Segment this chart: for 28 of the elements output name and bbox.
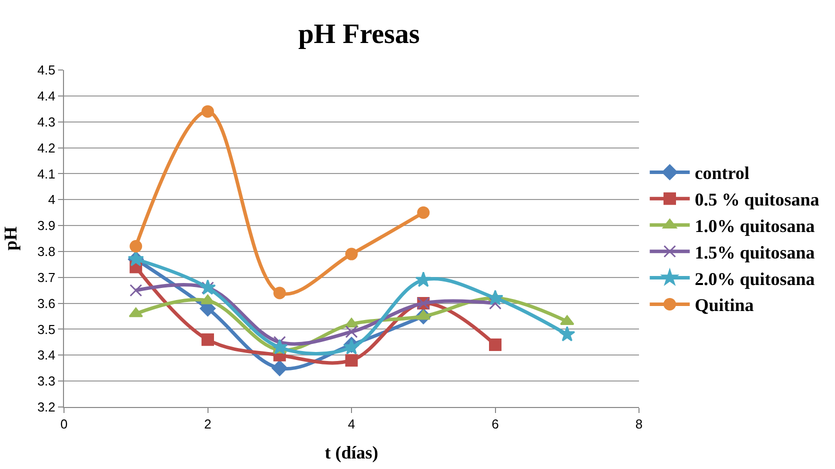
y-tick-label: 3.9 xyxy=(37,218,56,234)
y-tick-label: 3.2 xyxy=(37,400,56,415)
legend-label: 1.0% quitosana xyxy=(694,216,815,236)
x-axis-title: t (días) xyxy=(324,442,378,463)
legend-label: 0.5 % quitosana xyxy=(694,190,820,210)
y-tick-label: 4 xyxy=(48,192,56,208)
y-tick-label: 3.5 xyxy=(37,322,56,337)
y-tick-label: 3.4 xyxy=(37,348,56,363)
legend-label: Quitina xyxy=(694,295,754,316)
x-tick-label: 4 xyxy=(348,416,356,432)
y-tick-label: 3.6 xyxy=(37,296,56,311)
x-tick-label: 0 xyxy=(60,416,68,432)
y-tick-label: 4.5 xyxy=(37,62,56,78)
legend-label: 2.0% quitosana xyxy=(694,268,815,289)
x-tick-label: 8 xyxy=(635,416,643,432)
y-tick-label: 4.2 xyxy=(37,140,56,156)
y-tick-label: 3.8 xyxy=(37,244,56,260)
y-tick-label: 3.7 xyxy=(37,270,56,285)
y-tick-label: 4.3 xyxy=(37,114,56,130)
y-axis-title: pH xyxy=(0,226,21,251)
y-tick-label: 4.4 xyxy=(37,88,56,104)
chart-title: pH Fresas xyxy=(298,19,420,50)
x-tick-label: 6 xyxy=(492,416,499,432)
legend-label: 1.5% quitosana xyxy=(694,242,815,262)
x-tick-label: 2 xyxy=(204,416,212,432)
y-tick-label: 4.1 xyxy=(37,166,56,182)
legend-label: control xyxy=(694,163,750,184)
y-tick-label: 3.3 xyxy=(37,374,56,389)
